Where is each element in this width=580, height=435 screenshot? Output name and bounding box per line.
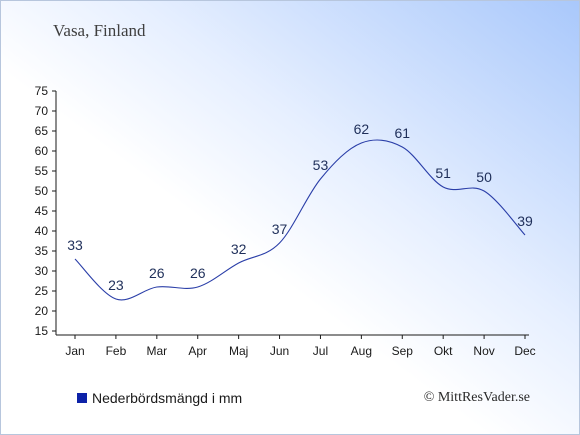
- x-tick-label: Jan: [65, 344, 84, 358]
- y-tick-label: 30: [35, 264, 49, 278]
- data-label: 37: [272, 221, 288, 237]
- x-tick-label: Sep: [392, 344, 414, 358]
- data-label: 62: [354, 121, 370, 137]
- y-tick-label: 20: [35, 304, 49, 318]
- data-label: 53: [313, 157, 329, 173]
- x-tick-label: Apr: [188, 344, 207, 358]
- x-tick-label: Dec: [514, 344, 535, 358]
- legend-label: Nederbördsmängd i mm: [92, 390, 243, 406]
- legend-swatch: [77, 393, 87, 403]
- x-tick-label: Mar: [146, 344, 167, 358]
- data-label: 61: [394, 125, 410, 141]
- data-label: 33: [67, 237, 83, 253]
- x-tick-label: Feb: [106, 344, 127, 358]
- x-tick-label: Nov: [473, 344, 494, 358]
- y-tick-label: 25: [35, 284, 49, 298]
- y-tick-label: 60: [35, 144, 49, 158]
- y-tick-label: 75: [35, 84, 49, 98]
- x-tick-label: Aug: [351, 344, 372, 358]
- data-label: 50: [476, 169, 492, 185]
- y-tick-label: 35: [35, 244, 49, 258]
- legend: Nederbördsmängd i mm: [77, 390, 242, 406]
- y-tick-label: 45: [35, 204, 49, 218]
- data-label: 39: [517, 213, 533, 229]
- data-label: 26: [190, 265, 206, 281]
- x-tick-label: Jun: [270, 344, 289, 358]
- y-tick-label: 70: [35, 104, 49, 118]
- data-label: 23: [108, 277, 124, 293]
- x-tick-label: Maj: [229, 344, 248, 358]
- credit-text: © MittResVader.se: [423, 390, 530, 405]
- data-label: 32: [231, 241, 247, 257]
- y-tick-label: 65: [35, 124, 49, 138]
- data-label: 51: [435, 165, 451, 181]
- x-tick-label: Okt: [434, 344, 453, 358]
- y-tick-label: 55: [35, 164, 49, 178]
- y-tick-label: 15: [35, 324, 49, 338]
- data-label: 26: [149, 265, 165, 281]
- y-tick-label: 50: [35, 184, 49, 198]
- y-tick-label: 40: [35, 224, 49, 238]
- x-tick-label: Jul: [313, 344, 328, 358]
- series-line: [74, 139, 526, 301]
- chart-title: Vasa, Finland: [53, 21, 146, 40]
